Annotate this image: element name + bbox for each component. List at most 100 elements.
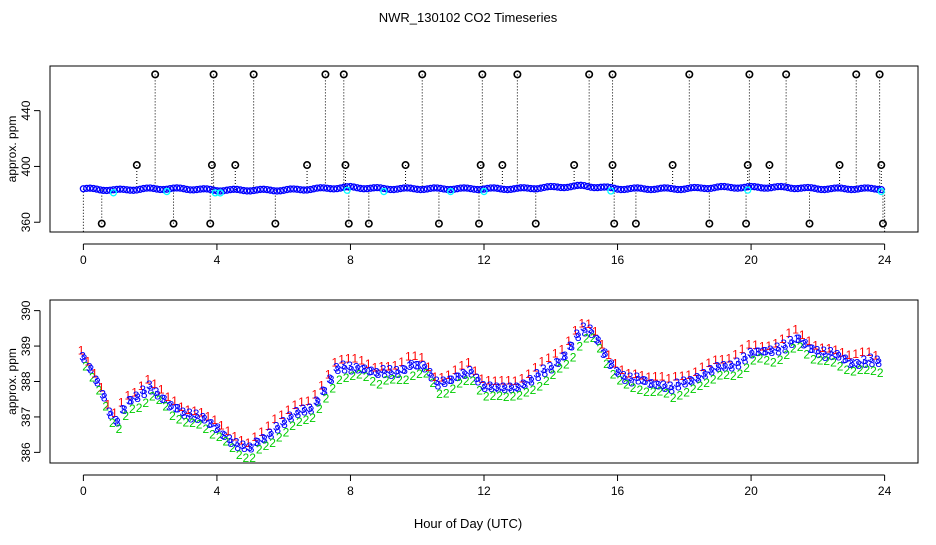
series-3-point: 3 [840, 353, 847, 367]
series-2-point: 2 [636, 383, 643, 397]
baseline-point [360, 185, 368, 193]
spike-point-high [585, 70, 594, 79]
series-2-point: 2 [416, 367, 423, 381]
baseline-point [677, 185, 685, 194]
bottom-ylabel: approx. ppm [5, 348, 19, 415]
alt-point [216, 189, 224, 197]
baseline-point [336, 184, 345, 192]
series-3-point: 3 [213, 422, 220, 436]
bottom-x-tick-label: 12 [477, 484, 491, 498]
series-3-point: 3 [620, 368, 627, 382]
series-1-point: 1 [318, 379, 325, 393]
series-1-point: 1 [619, 363, 626, 377]
series-3-point: 3 [660, 378, 667, 392]
series-2-point: 2 [750, 353, 757, 367]
spike-point-low [474, 219, 483, 228]
series-8-point: 8 [435, 379, 442, 393]
series-3-point: 3 [426, 365, 433, 379]
alt-point [343, 186, 351, 194]
series-2-point: 2 [243, 451, 250, 465]
baseline-point [293, 185, 301, 193]
series-8-point: 8 [141, 387, 148, 401]
baseline-point [456, 184, 465, 192]
series-1-point: 1 [258, 425, 265, 439]
baseline-point [864, 184, 872, 192]
series-1-point: 1 [585, 317, 592, 331]
series-2-point: 2 [249, 451, 256, 465]
series-1-point: 1 [532, 361, 539, 375]
baseline-point [487, 184, 495, 192]
series-3-point: 3 [179, 405, 186, 419]
baseline-point [613, 185, 622, 193]
series-2-point: 2 [616, 373, 623, 387]
baseline-point [386, 185, 395, 194]
baseline-point [99, 186, 108, 195]
baseline-point [697, 184, 705, 192]
spike-point-low [434, 219, 443, 228]
series-3-point: 3 [500, 380, 507, 394]
series-1-point: 1 [245, 436, 252, 450]
series-2-point: 2 [757, 352, 764, 366]
baseline-point [226, 185, 234, 194]
series-1-point: 1 [265, 419, 272, 433]
series-8-point: 8 [595, 334, 602, 348]
baseline-point [470, 185, 478, 193]
series-3-point: 3 [780, 337, 787, 351]
series-2-point: 2 [783, 348, 790, 362]
series-3-point: 3 [473, 371, 480, 385]
series-2-point: 2 [596, 341, 603, 355]
spike-point-high [209, 70, 218, 79]
series-1-point: 1 [786, 326, 793, 340]
series-3-point: 3 [847, 357, 854, 371]
series-2-point: 2 [223, 435, 230, 449]
series-1-point: 1 [705, 356, 712, 370]
series-2-point: 2 [770, 355, 777, 369]
series-2-point: 2 [316, 402, 323, 416]
baseline-point [510, 185, 518, 193]
baseline-point [430, 184, 438, 192]
baseline-point [440, 185, 448, 193]
baseline-point [847, 185, 855, 194]
series-1-point: 1 [659, 370, 666, 384]
series-2-point: 2 [843, 363, 850, 377]
series-8-point: 8 [501, 382, 508, 396]
baseline-point [844, 185, 852, 193]
top-x-tick-label: 0 [80, 253, 87, 267]
series-2-point: 2 [336, 373, 343, 387]
series-8-point: 8 [94, 375, 101, 389]
series-2-point: 2 [563, 357, 570, 371]
series-3-point: 3 [226, 432, 233, 446]
baseline-point [770, 183, 779, 191]
series-2-point: 2 [429, 376, 436, 390]
baseline-point [530, 185, 538, 193]
series-3-point: 3 [874, 353, 881, 367]
series-2-point: 2 [717, 369, 724, 383]
series-3-point: 3 [360, 363, 367, 377]
series-2-point: 2 [176, 412, 183, 426]
series-3-point: 3 [386, 362, 393, 376]
series-3-point: 3 [867, 351, 874, 365]
series-1-point: 1 [345, 351, 352, 365]
series-8-point: 8 [401, 363, 408, 377]
series-1-point: 1 [291, 398, 298, 412]
series-3-point: 3 [794, 332, 801, 346]
series-3-point: 3 [487, 379, 494, 393]
series-8-point: 8 [642, 374, 649, 388]
alt-point [380, 187, 388, 196]
series-3-point: 3 [807, 342, 814, 356]
baseline-point [313, 184, 321, 192]
series-1-point: 1 [298, 395, 305, 409]
series-1-point: 1 [739, 342, 746, 356]
series-2-point: 2 [556, 362, 563, 376]
baseline-point [280, 186, 288, 194]
series-1-point: 1 [285, 403, 292, 417]
baseline-point [700, 184, 708, 193]
series-3-point: 3 [79, 350, 86, 364]
baseline-point [256, 185, 264, 194]
series-8-point: 8 [281, 417, 288, 431]
series-3-point: 3 [533, 367, 540, 381]
series-3-point: 3 [353, 361, 360, 375]
spike-point-low [705, 219, 714, 228]
baseline-point [694, 183, 702, 192]
series-1-point: 1 [311, 388, 318, 402]
